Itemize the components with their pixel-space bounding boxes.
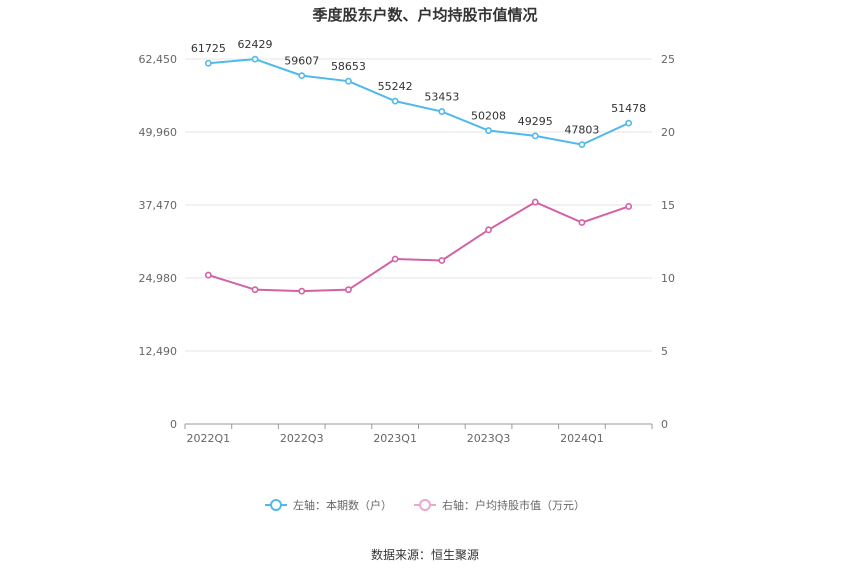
x-axis-tick-label: 2024Q1 bbox=[560, 432, 604, 445]
series-line-left bbox=[208, 58, 630, 146]
left-axis-tick-label: 62,450 bbox=[139, 53, 178, 66]
x-axis-tick-label: 2023Q1 bbox=[373, 432, 417, 445]
data-point-right bbox=[578, 219, 586, 226]
data-point-right bbox=[391, 255, 399, 263]
data-point-left bbox=[298, 72, 306, 80]
data-point-right bbox=[345, 286, 352, 294]
data-label-left: 49295 bbox=[518, 115, 553, 128]
data-point-right bbox=[485, 226, 492, 234]
chart-plot: 012,49024,98037,47049,96062,450051015202… bbox=[139, 38, 676, 445]
data-label-left: 61725 bbox=[191, 42, 226, 55]
legend-item-right-series[interactable]: 右轴：户均持股市值（万元） bbox=[414, 497, 585, 513]
data-point-right bbox=[438, 257, 446, 264]
data-label-left: 62429 bbox=[238, 38, 273, 51]
data-point-left bbox=[578, 141, 586, 149]
left-axis-tick-label: 49,960 bbox=[139, 126, 178, 139]
data-label-left: 59607 bbox=[284, 55, 319, 68]
data-point-left bbox=[204, 59, 212, 67]
right-axis-tick-label: 5 bbox=[661, 345, 668, 358]
x-axis-tick-label: 2022Q1 bbox=[187, 432, 231, 445]
legend-item-left-series[interactable]: 左轴：本期数（户） bbox=[265, 497, 392, 513]
data-source-note: 数据来源：恒生聚源 bbox=[370, 548, 479, 562]
data-label-left: 51478 bbox=[611, 102, 646, 115]
data-point-left bbox=[438, 108, 446, 115]
legend-label-right-series: 右轴：户均持股市值（万元） bbox=[442, 499, 585, 512]
x-axis-tick-label: 2023Q3 bbox=[467, 432, 511, 445]
data-point-right bbox=[625, 203, 633, 210]
chart-legend: 左轴：本期数（户） 右轴：户均持股市值（万元） bbox=[0, 497, 850, 513]
data-label-left: 53453 bbox=[424, 91, 459, 104]
legend-swatch-right-icon bbox=[414, 499, 436, 511]
legend-label-left-series: 左轴：本期数（户） bbox=[293, 499, 392, 512]
right-axis-tick-label: 0 bbox=[661, 418, 668, 431]
chart-title: 季度股东户数、户均持股市值情况 bbox=[312, 6, 538, 24]
data-point-left bbox=[485, 127, 492, 134]
data-point-right bbox=[204, 271, 212, 279]
data-point-left bbox=[391, 97, 399, 105]
right-axis-tick-label: 15 bbox=[661, 199, 675, 212]
data-label-left: 50208 bbox=[471, 110, 506, 123]
left-axis-tick-label: 0 bbox=[170, 418, 177, 431]
left-axis-tick-label: 37,470 bbox=[139, 199, 178, 212]
series-line-right bbox=[208, 200, 629, 293]
data-point-right bbox=[531, 198, 539, 206]
data-point-left bbox=[345, 77, 352, 85]
x-axis-tick-label: 2022Q3 bbox=[280, 432, 324, 445]
left-axis-tick-label: 12,490 bbox=[139, 345, 178, 358]
data-point-right bbox=[298, 287, 306, 295]
right-axis-tick-label: 20 bbox=[661, 126, 675, 139]
data-point-left bbox=[531, 132, 539, 140]
data-point-left bbox=[251, 55, 259, 63]
right-axis-tick-label: 25 bbox=[661, 53, 675, 66]
data-point-right bbox=[251, 286, 259, 294]
right-axis-tick-label: 10 bbox=[661, 272, 675, 285]
legend-swatch-left-icon bbox=[265, 499, 287, 511]
data-label-left: 55242 bbox=[378, 80, 413, 93]
data-point-left bbox=[625, 119, 633, 127]
left-axis-tick-label: 24,980 bbox=[139, 272, 178, 285]
data-label-left: 47803 bbox=[564, 124, 599, 137]
data-label-left: 58653 bbox=[331, 60, 366, 73]
